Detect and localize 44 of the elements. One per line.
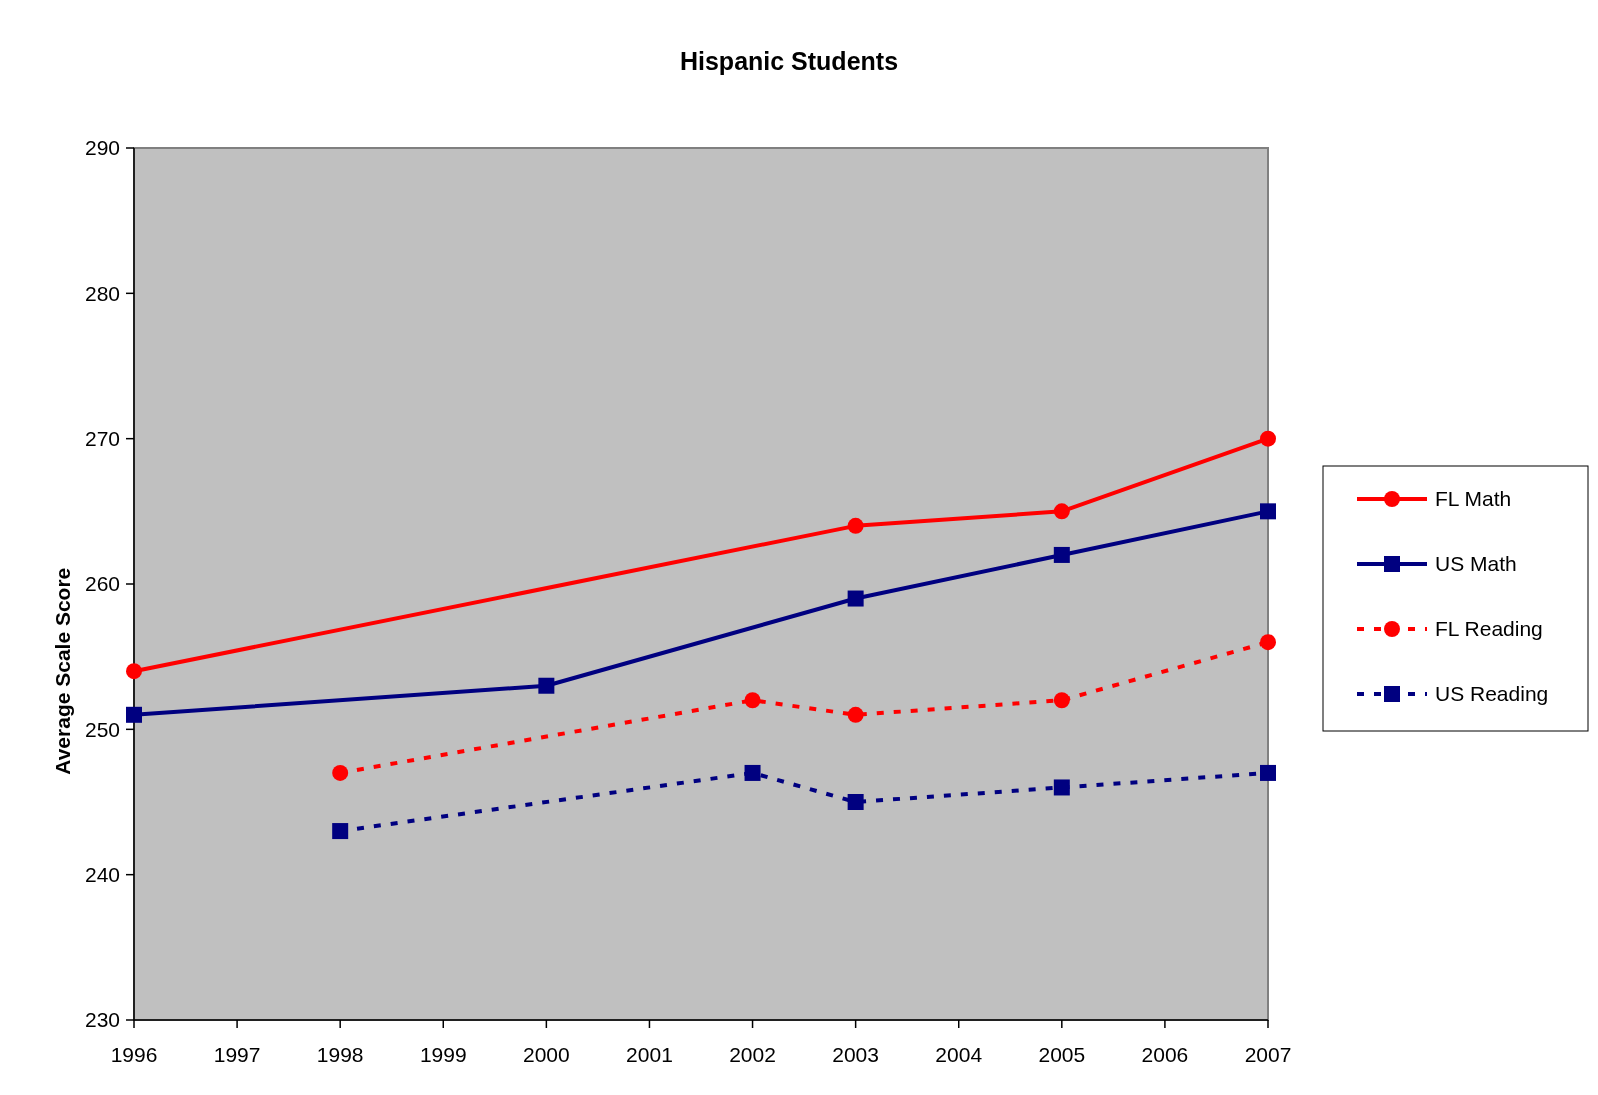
point xyxy=(126,663,142,680)
point xyxy=(1260,430,1276,447)
point xyxy=(126,706,142,723)
y-tick-label: 270 xyxy=(84,427,120,451)
x-tick-label: 2001 xyxy=(626,1043,673,1066)
y-tick-label: 280 xyxy=(84,281,120,305)
chart-title: Hispanic Students xyxy=(679,47,899,75)
y-tick-label: 290 xyxy=(84,136,120,160)
point xyxy=(744,692,761,709)
point xyxy=(332,764,349,781)
point xyxy=(1260,503,1276,520)
point xyxy=(1260,634,1276,651)
point xyxy=(538,677,555,694)
point xyxy=(332,823,349,840)
x-tick-label: 2003 xyxy=(832,1043,879,1066)
x-tick-label: 2004 xyxy=(935,1043,983,1066)
y-tick-label: 250 xyxy=(84,717,120,741)
x-tick-label: 1998 xyxy=(316,1043,364,1066)
point xyxy=(847,794,864,810)
y-axis-title: Average Scale Score xyxy=(51,567,74,775)
point xyxy=(1053,503,1070,520)
point xyxy=(1053,546,1070,563)
point xyxy=(744,764,761,781)
y-tick-label: 230 xyxy=(84,1008,120,1032)
legend-label: FL Math xyxy=(1435,487,1512,511)
x-tick-label: 1996 xyxy=(110,1043,158,1066)
y-tick-label: 260 xyxy=(84,572,120,596)
x-tick-label: 2007 xyxy=(1244,1043,1292,1066)
legend-label: FL Reading xyxy=(1435,617,1543,641)
y-tick-label: 240 xyxy=(84,863,120,887)
point xyxy=(847,706,864,723)
x-tick-label: 2006 xyxy=(1141,1043,1189,1066)
legend-label: US Math xyxy=(1435,552,1517,576)
point xyxy=(847,590,864,607)
x-tick-label: 2002 xyxy=(729,1043,776,1066)
point xyxy=(1260,764,1276,781)
point xyxy=(847,517,864,534)
point xyxy=(1053,692,1070,709)
x-tick-label: 1999 xyxy=(419,1043,467,1066)
legend-label: US Reading xyxy=(1435,682,1549,706)
point xyxy=(1053,779,1070,796)
x-tick-label: 2005 xyxy=(1038,1043,1086,1066)
x-tick-label: 1997 xyxy=(213,1043,261,1066)
x-tick-label: 2000 xyxy=(523,1043,570,1066)
